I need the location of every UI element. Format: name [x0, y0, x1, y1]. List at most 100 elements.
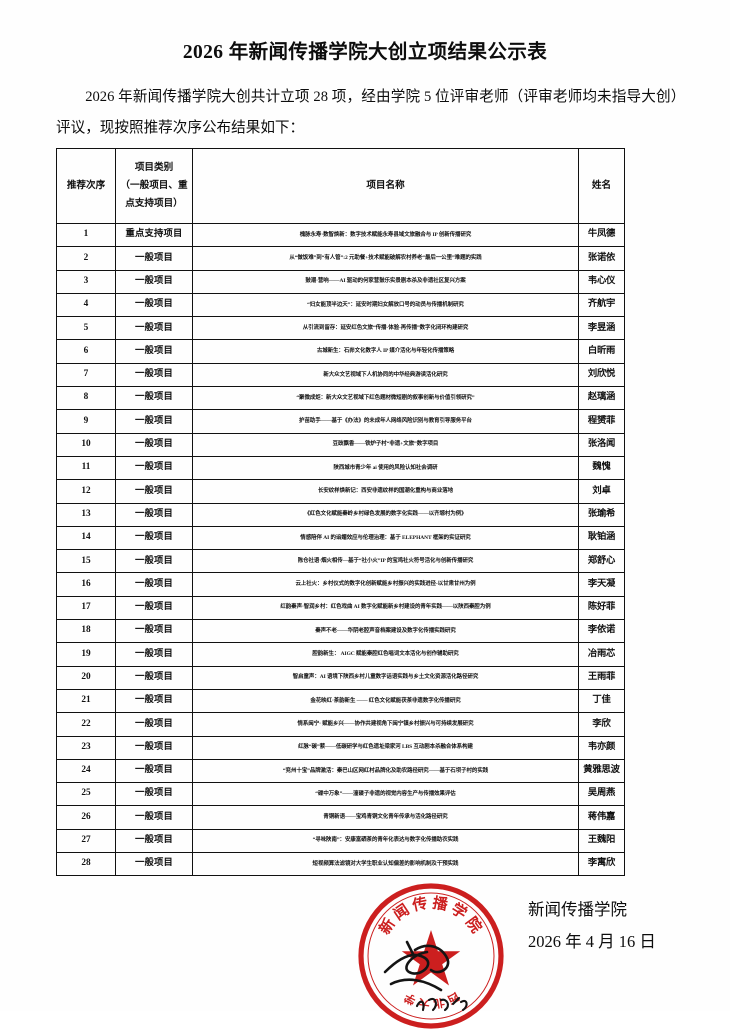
table-row: 7 一般项目 新大众文艺视域下人机协同的中华经典游读活化研究 刘欣悦 — [56, 362, 625, 388]
svg-text:学: 学 — [448, 899, 470, 922]
cell-category: 一般项目 — [115, 269, 193, 294]
cell-student-name: 李依诺 — [578, 619, 625, 644]
signature-text: 新闻传播学院 2026 年 4 月 16 日 — [528, 894, 656, 958]
cell-order: 11 — [56, 455, 116, 481]
table-header-row: 推荐次序 项目类别 （一般项目、重 点支持项目） 项目名称 姓名 — [56, 148, 625, 224]
cell-order: 12 — [56, 479, 116, 504]
table-row: 20 一般项目 智启童声：AI 语境下陕西乡村儿童数字话语实践与乡土文化资源活化路径… — [56, 665, 625, 690]
cell-student-name: 张诺依 — [578, 246, 625, 271]
cell-project-title: 鼓潮·营响——AI 驱动的何家营鼓乐实景剧本杀及非遗社区复兴方案 — [192, 269, 579, 294]
table-row: 12 一般项目 长安纹样焕新记：西安非遗纹样的国潮化重构与商业落地 刘卓 — [56, 479, 625, 504]
cell-order: 9 — [56, 409, 116, 434]
cell-order: 25 — [56, 782, 116, 807]
table-row: 26 一般项目 青铜新语——宝鸡青铜文化青年传承与活化路径研究 蒋伟嘉 — [56, 805, 625, 830]
table-row: 13 一般项目 《红色文化赋能秦岭乡村绿色发展的数字化实践——以齐塬村为例》 张瑜希 — [56, 502, 625, 527]
signature-block: 新 闻 传 播 学 院 西 北 大 学 — [0, 880, 730, 1029]
cell-category: 重点支持项目 — [115, 222, 193, 248]
cell-order: 28 — [56, 852, 116, 877]
cell-student-name: 黄雅思波 — [578, 758, 625, 784]
cell-student-name: 白昕雨 — [578, 339, 625, 364]
cell-order: 13 — [56, 502, 116, 527]
cell-project-title: “妇女能顶半边天”：延安时期妇女解放口号的动员与传播机制研究 — [192, 292, 579, 318]
table-body: 1 重点支持项目 槐脉永寿·数智焕新：数字技术赋能永寿县域文旅融合与 IP 创新传播… — [56, 222, 625, 877]
cell-category: 一般项目 — [115, 292, 193, 318]
results-table-container: 推荐次序 项目类别 （一般项目、重 点支持项目） 项目名称 姓名 1 重点支持项目… — [56, 148, 625, 877]
cell-category: 一般项目 — [115, 735, 193, 760]
cell-project-title: 长安纹样焕新记：西安非遗纹样的国潮化重构与商业落地 — [192, 479, 579, 504]
svg-text:院: 院 — [462, 913, 485, 936]
cell-student-name: 陈好菲 — [578, 595, 625, 621]
column-header-project: 项目名称 — [192, 148, 579, 224]
cell-order: 14 — [56, 525, 116, 551]
cell-category: 一般项目 — [115, 758, 193, 784]
cell-category: 一般项目 — [115, 549, 193, 574]
cell-category: 一般项目 — [115, 828, 193, 854]
cell-student-name: 李欣 — [578, 712, 625, 737]
cell-category: 一般项目 — [115, 572, 193, 597]
cell-order: 19 — [56, 642, 116, 667]
cell-order: 18 — [56, 619, 116, 644]
cell-student-name: 李昱涵 — [578, 316, 625, 341]
table-row: 15 一般项目 陈仓社语·烟火相传—基于“社小火”IP 的宝鸡社火符号活化与创新传播… — [56, 549, 625, 574]
cell-category: 一般项目 — [115, 595, 193, 621]
cell-project-title: 秦声不老——华阴老腔声音档案建设及数字化传播实践研究 — [192, 619, 579, 644]
cell-order: 6 — [56, 339, 116, 364]
cell-order: 15 — [56, 549, 116, 574]
table-row: 23 一般项目 红脉“碳”萦——低碳研学与红色遗址梁家河 LBS 互动剧本杀融合体系… — [56, 735, 625, 760]
cell-category: 一般项目 — [115, 502, 193, 527]
cell-project-title: 短视频算法滤镜对大学生职业认知偏差的影响机制及干预实践 — [192, 852, 579, 877]
cell-project-title: 陕西城市青少年 ai 使用的风险认知社会调研 — [192, 455, 579, 481]
cell-category: 一般项目 — [115, 386, 193, 411]
column-header-category-line1: 项目类别 — [134, 162, 174, 174]
cell-order: 27 — [56, 828, 116, 854]
cell-project-title: 新大众文艺视域下人机协同的中华经典游读活化研究 — [192, 362, 579, 388]
document-page: 2026 年新闻传播学院大创立项结果公示表 2026 年新闻传播学院大创共计立项… — [0, 42, 730, 1029]
cell-order: 8 — [56, 386, 116, 411]
table-row: 24 一般项目 “兖州十宝”品牌激活：秦巴山区网红村品牌化及助农路径研究——基于石坝… — [56, 758, 625, 784]
cell-student-name: 刘卓 — [578, 479, 625, 504]
cell-student-name: 韦亦颜 — [578, 735, 625, 760]
cell-order: 16 — [56, 572, 116, 597]
page-title: 2026 年新闻传播学院大创立项结果公示表 — [182, 42, 548, 63]
cell-student-name: 郑舒心 — [578, 549, 625, 574]
column-header-category-line3: 点支持项目） — [125, 197, 183, 209]
cell-category: 一般项目 — [115, 619, 193, 644]
cell-order: 4 — [56, 292, 116, 318]
cell-order: 21 — [56, 688, 116, 714]
table-row: 25 一般项目 “碟中万象”——潼碟子非遗的视觉内容生产与传播效果评估 吴周燕 — [56, 782, 625, 807]
cell-order: 10 — [56, 432, 116, 457]
table-row: 28 一般项目 短视频算法滤镜对大学生职业认知偏差的影响机制及干预实践 李寓欣 — [56, 852, 625, 877]
svg-text:传: 传 — [410, 894, 429, 915]
results-table: 推荐次序 项目类别 （一般项目、重 点支持项目） 项目名称 姓名 1 重点支持项目… — [56, 148, 625, 877]
cell-category: 一般项目 — [115, 525, 193, 551]
cell-project-title: 智启童声：AI 语境下陕西乡村儿童数字话语实践与乡土文化资源活化路径研究 — [192, 665, 579, 690]
cell-order: 7 — [56, 362, 116, 388]
cell-category: 一般项目 — [115, 782, 193, 807]
cell-project-title: “寻味陕南”：安康富硒茶的青年化表达与数字化传播助农实践 — [192, 828, 579, 854]
cell-order: 3 — [56, 269, 116, 294]
cell-student-name: 韦心仪 — [578, 269, 625, 294]
cell-category: 一般项目 — [115, 316, 193, 341]
cell-student-name: 程赟菲 — [578, 409, 625, 434]
cell-category: 一般项目 — [115, 246, 193, 271]
cell-project-title: 青铜新语——宝鸡青铜文化青年传承与活化路径研究 — [192, 805, 579, 830]
table-row: 4 一般项目 “妇女能顶半边天”：延安时期妇女解放口号的动员与传播机制研究 齐航宇 — [56, 292, 625, 318]
cell-order: 26 — [56, 805, 116, 830]
cell-project-title: 古城新生：石峁文化数字人 IP 媒介活化与年轻化传播策略 — [192, 339, 579, 364]
cell-project-title: 《红色文化赋能秦岭乡村绿色发展的数字化实践——以齐塬村为例》 — [192, 502, 579, 527]
cell-student-name: 蒋伟嘉 — [578, 805, 625, 830]
cell-student-name: 李寓欣 — [578, 852, 625, 877]
cell-category: 一般项目 — [115, 362, 193, 388]
cell-order: 17 — [56, 595, 116, 621]
svg-text:新: 新 — [375, 915, 398, 938]
signing-date: 2026 年 4 月 16 日 — [528, 932, 656, 952]
cell-project-title: 豆豉飘香——铁炉子村“非遗+文旅”数字项目 — [192, 432, 579, 457]
cell-category: 一般项目 — [115, 339, 193, 364]
table-row: 21 一般项目 金花映红·茶韵新生 —— 红色文化赋能茯茶非遗数字化传播研究 丁佳 — [56, 688, 625, 714]
column-header-order: 推荐次序 — [56, 148, 116, 224]
cell-category: 一般项目 — [115, 409, 193, 434]
table-row: 2 一般项目 从“做饭难”到“有人管”:2 元助餐+技术赋能破解农村养老“最后一公里… — [56, 246, 625, 271]
official-seal-stamp: 新 闻 传 播 学 院 西 北 大 学 — [355, 880, 507, 1032]
cell-category: 一般项目 — [115, 805, 193, 830]
cell-category: 一般项目 — [115, 712, 193, 737]
